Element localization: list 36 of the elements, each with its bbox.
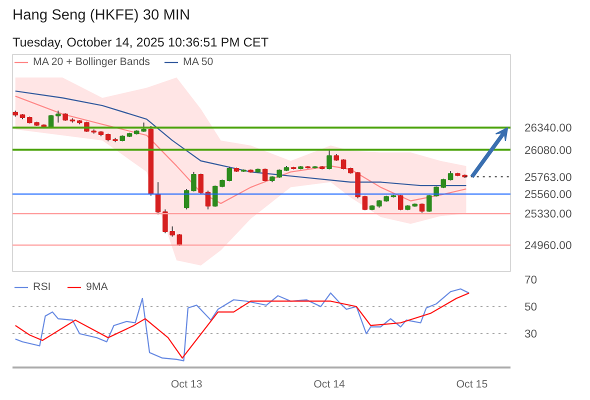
candlestick [170,226,175,238]
y-tick-label: 24960.00 [524,240,572,252]
text: Tuesday, October 14, 2025 10:36:51 PM CET [12,36,269,50]
candlestick [398,194,404,211]
line-series [14,90,467,186]
x-tick-label: Oct 14 [314,378,346,390]
line-series [14,96,467,204]
legend-label: MA 20 + Bollinger Bands [33,56,150,68]
legend-label: MA 50 [183,56,214,68]
candlestick [419,202,425,214]
candlestick [448,170,454,181]
candlestick [162,208,168,234]
x-tick-label: Oct 15 [456,378,488,390]
candlestick [141,122,146,132]
y-tick-label: 50 [524,302,538,314]
candlestick [191,171,196,192]
candlestick [212,185,218,208]
y-tick-label: 26080.00 [524,144,572,157]
candlestick [340,158,346,170]
y-tick-label: 30 [524,328,538,341]
y-tick-label: 25330.00 [524,208,572,221]
y-tick-label: 70 [524,274,538,286]
legend-label: RSI [33,281,52,293]
candlestick [56,110,61,124]
y-tick-label: 25560.00 [524,189,572,202]
y-tick-label: 26340.00 [524,122,572,135]
candlestick [155,182,161,215]
legend-label: 9MA [86,281,108,293]
chart-title: Hang Seng (HKFE) 30 MIN [12,8,190,24]
candlestick [262,168,268,182]
candlestick [326,148,332,170]
x-tick-label: Oct 13 [170,378,202,390]
candlestick [184,188,190,210]
y-tick-label: 25763.00 [524,172,572,184]
candlestick [198,173,204,195]
candlestick [226,166,232,182]
